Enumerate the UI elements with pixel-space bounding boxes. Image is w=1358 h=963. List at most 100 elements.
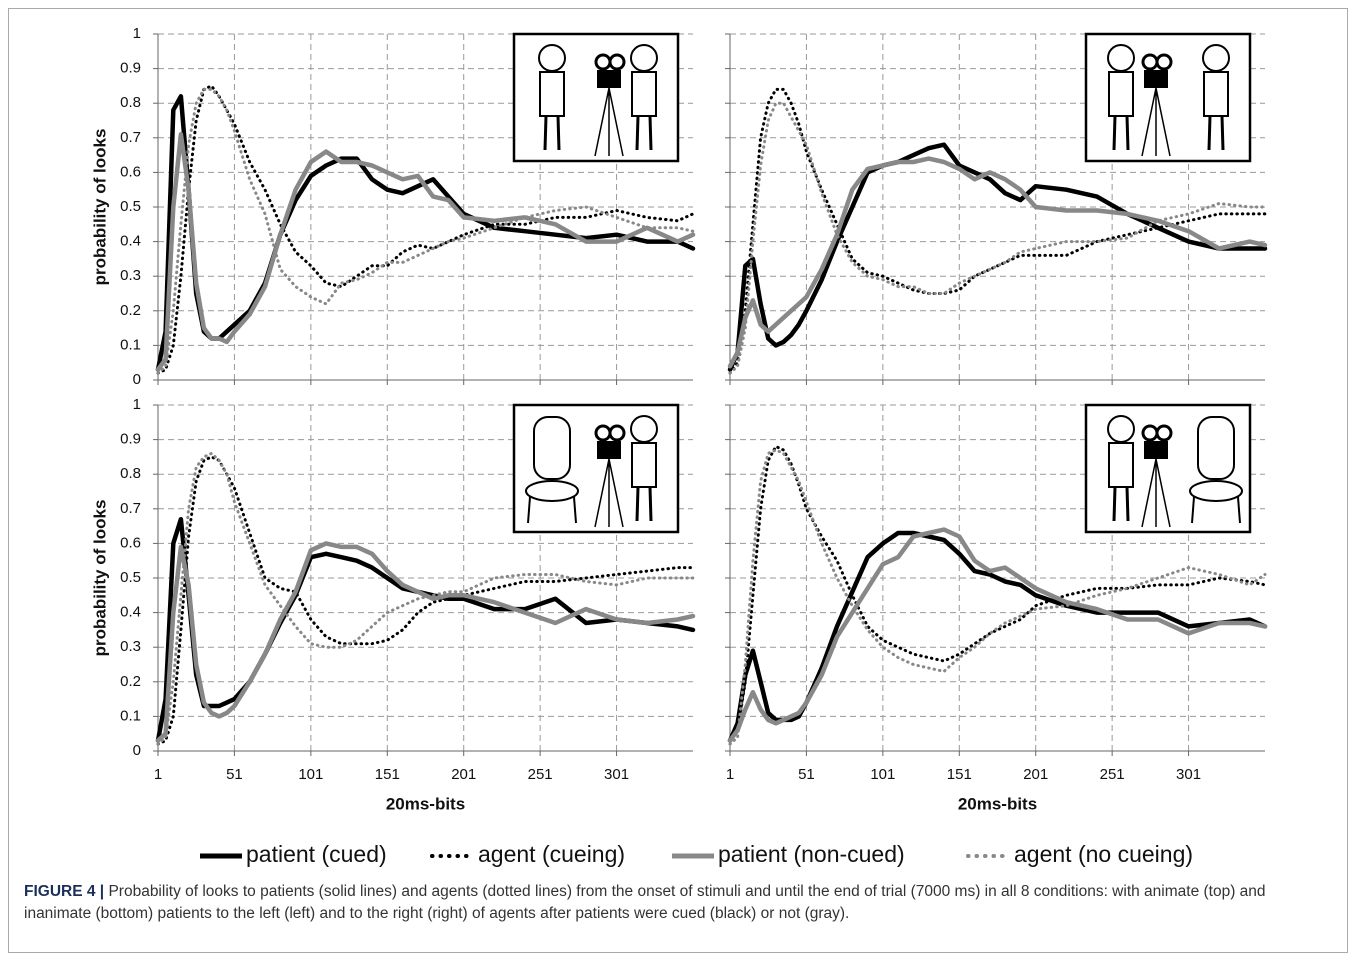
- x-tick-label: 201: [451, 766, 476, 783]
- series-line: [727, 527, 1268, 743]
- chair-seat: [525, 480, 579, 502]
- y-tick-label: 0.2: [120, 302, 141, 319]
- illustration-frame: [1084, 32, 1252, 163]
- legs: [1112, 486, 1130, 522]
- legs: [543, 115, 561, 151]
- tripod: [1141, 458, 1171, 528]
- y-tick-label: 0.5: [120, 569, 141, 586]
- camera-reel: [1155, 53, 1173, 71]
- camera: [1144, 441, 1168, 459]
- chair-back: [533, 416, 571, 480]
- x-tick-label: 101: [298, 766, 323, 783]
- series-line: [156, 451, 695, 746]
- y-tick-label: 0.3: [120, 638, 141, 655]
- y-tick-label: 0.6: [120, 163, 141, 180]
- legend-label: agent (no cueing): [1014, 841, 1193, 867]
- chair-legs: [527, 496, 577, 524]
- camera: [597, 70, 621, 88]
- panel: 00.10.20.30.40.50.60.70.80.911 51 101 151 20…: [90, 396, 696, 813]
- series-line: [156, 455, 695, 746]
- chair-back: [1197, 416, 1235, 480]
- illustration-frame: [512, 403, 680, 534]
- tripod: [594, 87, 624, 157]
- y-tick-label: 0.1: [120, 707, 141, 724]
- body: [1108, 71, 1134, 117]
- illustration-frame: [1084, 403, 1252, 534]
- series-line: [155, 541, 696, 743]
- y-tick-label: 0: [133, 371, 141, 388]
- series-line: [155, 516, 696, 743]
- panel: [725, 32, 1268, 385]
- y-axis-label: probability of looks: [90, 129, 109, 286]
- caption-label: FIGURE 4 |: [24, 883, 105, 900]
- y-tick-label: 0: [133, 742, 141, 759]
- x-axis-label: 20ms-bits: [386, 794, 465, 813]
- y-tick-label: 0.1: [120, 336, 141, 353]
- figure: 0 0.1 0.2 0.3 0.4 0.5 0.6 0.7 0.8 0.9 1 probability…: [90, 25, 1268, 867]
- x-tick-label: 151: [375, 766, 400, 783]
- chair-legs: [1191, 496, 1241, 524]
- x-tick-label: 251: [528, 766, 553, 783]
- camera-reel: [608, 53, 626, 71]
- y-tick-label: 0.6: [120, 534, 141, 551]
- y-tick-label: 0.4: [120, 233, 141, 250]
- x-tick-label: 251: [1100, 766, 1125, 783]
- tripod: [594, 458, 624, 528]
- legs: [635, 115, 653, 151]
- y-tick-label: 0.5: [120, 198, 141, 215]
- series-line: [728, 445, 1267, 743]
- panel: 0 0.1 0.2 0.3 0.4 0.5 0.6 0.7 0.8 0.9 1 probability…: [90, 25, 696, 388]
- x-tick-label: 151: [947, 766, 972, 783]
- series-line: [728, 87, 1267, 375]
- body: [1108, 442, 1134, 488]
- y-axis-label: probability of looks: [90, 500, 109, 657]
- x-tick-label: 51: [798, 766, 815, 783]
- x-tick-label: 1: [726, 766, 734, 783]
- y-tick-label: 0.9: [120, 431, 141, 448]
- y-tick-label: 0.2: [120, 673, 141, 690]
- legend: patient (cued) agent (cueing) patient (non…: [200, 841, 1193, 867]
- y-tick-label: 0.9: [120, 60, 141, 77]
- x-axis-label: 20ms-bits: [958, 794, 1037, 813]
- x-tick-label: 101: [870, 766, 895, 783]
- stimulus-illustration: [512, 32, 680, 163]
- x-tick-label: 301: [604, 766, 629, 783]
- caption-text: Probability of looks to patients (solid …: [24, 883, 1266, 922]
- camera-reel: [608, 424, 626, 442]
- camera-reel: [1155, 424, 1173, 442]
- series-line: [727, 530, 1268, 743]
- legend-label: agent (cueing): [478, 841, 625, 867]
- stimulus-illustration: [1084, 403, 1252, 534]
- x-tick-label: 51: [226, 766, 243, 783]
- stimulus-illustration: [512, 403, 680, 534]
- y-tick-label: 0.8: [120, 465, 141, 482]
- series-line: [727, 156, 1268, 369]
- y-tick-label: 0.4: [120, 604, 141, 621]
- y-tick-label: 0.7: [120, 129, 141, 146]
- illustration-frame: [512, 32, 680, 163]
- legend-label: patient (non-cued): [718, 841, 905, 867]
- x-tick-label: 301: [1176, 766, 1201, 783]
- series-line: [727, 142, 1268, 372]
- legend-label: patient (cued): [246, 841, 387, 867]
- x-tick-label: 1: [154, 766, 162, 783]
- body: [631, 442, 657, 488]
- chair-seat: [1189, 480, 1243, 502]
- series-line: [155, 132, 696, 372]
- figure-frame: [8, 8, 1348, 953]
- body: [539, 71, 565, 117]
- body: [631, 71, 657, 117]
- y-tick-label: 0.7: [120, 500, 141, 517]
- y-tick-label: 0.8: [120, 94, 141, 111]
- caption: FIGURE 4 | Probability of looks to patie…: [24, 881, 1334, 925]
- legs: [1207, 115, 1225, 151]
- y-tick-label: 1: [133, 25, 141, 42]
- camera: [1144, 70, 1168, 88]
- camera: [597, 441, 621, 459]
- y-tick-label: 0.3: [120, 267, 141, 284]
- legs: [635, 486, 653, 522]
- body: [1203, 71, 1229, 117]
- stimulus-illustration: [1084, 32, 1252, 163]
